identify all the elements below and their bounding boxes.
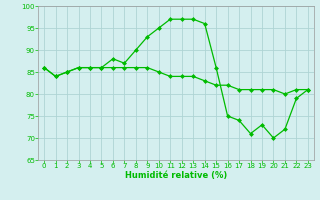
X-axis label: Humidité relative (%): Humidité relative (%)	[125, 171, 227, 180]
